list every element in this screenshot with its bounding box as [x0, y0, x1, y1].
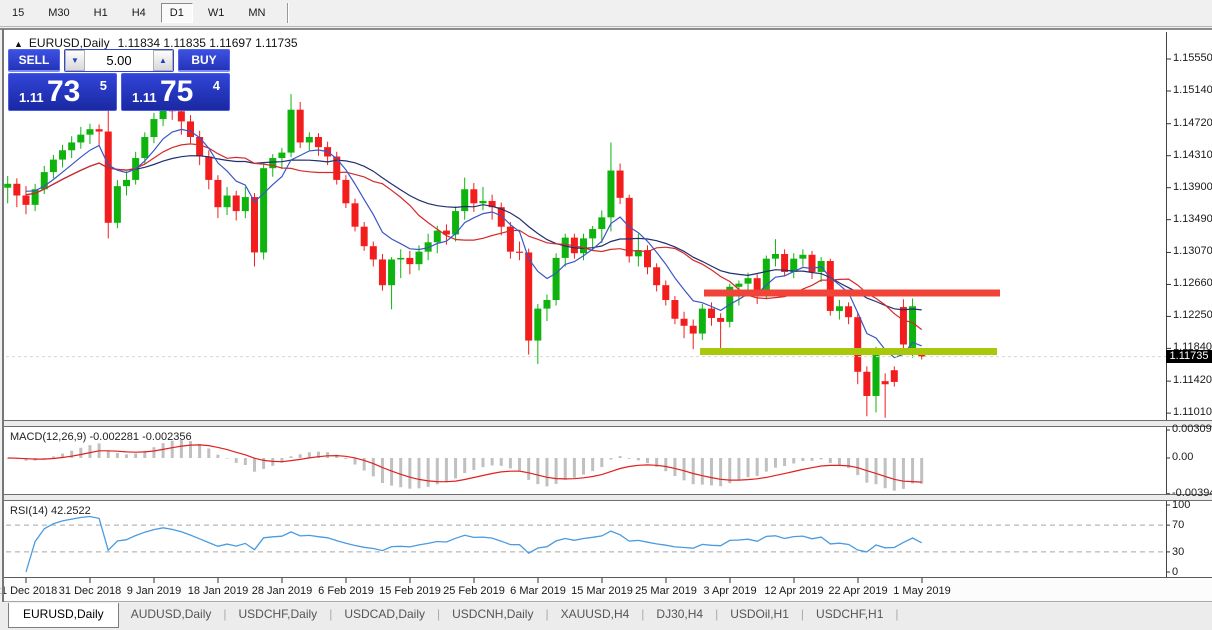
macd-axis-label: 0.003095 [1172, 422, 1212, 435]
price-axis-label: 1.13490 [1173, 212, 1212, 225]
timeframe-toolbar: 15 M30 H1 H4 D1 W1 MN [0, 0, 1212, 27]
date-axis-label: 3 Apr 2019 [703, 585, 757, 597]
timeframe-button-15[interactable]: 15 [12, 7, 25, 19]
price-axis-label: 1.14310 [1173, 148, 1212, 161]
price-axis-label: 1.12250 [1173, 309, 1212, 322]
volume-increase-icon[interactable]: ▲ [153, 50, 173, 71]
bid-price-panel[interactable]: 1.11 73 5 [8, 73, 117, 111]
symbol-tab-AUDUSD-Daily[interactable]: AUDUSD,Daily [130, 607, 212, 621]
date-axis-label: 15 Mar 2019 [571, 585, 633, 597]
ask-price-panel[interactable]: 1.11 75 4 [121, 73, 230, 111]
price-axis-label: 1.11010 [1173, 406, 1212, 419]
chart-bottom-border [4, 577, 1212, 578]
symbol-tab-bar: EURUSD,Daily AUDUSD,Daily | USDCHF,Daily | US… [0, 603, 1212, 630]
date-axis-label: 28 Jan 2019 [251, 585, 313, 597]
chart-title: ▲ EURUSD,Daily 1.11834 1.11835 1.11697 1.1… [14, 36, 298, 50]
volume-input[interactable]: 5.00 [106, 53, 132, 68]
symbol-tab-USDCHF-Daily[interactable]: USDCHF,Daily [238, 607, 318, 621]
timeframe-button-M30[interactable]: M30 [48, 7, 70, 19]
chart-collapse-icon[interactable]: ▲ [14, 39, 23, 49]
date-axis-label: 31 Dec 2018 [58, 585, 122, 597]
one-click-trading-panel: SELL ▼ 5.00 ▲ BUY 1.11 73 5 1.11 75 4 [8, 49, 230, 111]
timeframe-button-D1[interactable]: D1 [160, 3, 193, 23]
symbol-tab-USDOil-H1[interactable]: USDOil,H1 [730, 607, 789, 621]
rsi-axis-label: 30 [1172, 545, 1185, 558]
chart-symbol-label: EURUSD,Daily [28, 36, 110, 50]
date-axis [4, 578, 1212, 602]
chart-window-border [0, 28, 1212, 30]
tab-separator: | [545, 607, 549, 621]
ask-price-sup: 4 [212, 78, 220, 93]
symbol-tab-USDCNH-Daily[interactable]: USDCNH,Daily [452, 607, 534, 621]
sell-button[interactable]: SELL [8, 49, 60, 72]
date-axis-label: 22 Apr 2019 [828, 585, 888, 597]
date-axis-label: 18 Jan 2019 [187, 585, 249, 597]
macd-axis-label: 0.00 [1172, 451, 1194, 463]
rsi-axis-label: 70 [1172, 519, 1185, 532]
bid-price-sup: 5 [99, 78, 107, 93]
symbol-tab-DJ30-H4[interactable]: DJ30,H4 [656, 607, 704, 621]
price-axis-label: 1.13900 [1173, 180, 1212, 193]
current-price-tag: 1.11735 [1166, 350, 1212, 364]
date-axis-label: 25 Mar 2019 [635, 585, 697, 597]
tab-separator: | [329, 607, 333, 621]
price-axis-label: 1.12660 [1173, 277, 1212, 290]
tab-separator: | [437, 607, 441, 621]
tab-separator: | [895, 607, 899, 621]
price-axis-label: 1.14720 [1173, 116, 1212, 129]
tab-separator: | [641, 607, 645, 621]
tab-separator: | [223, 607, 227, 621]
ask-price-prefix: 1.11 [132, 90, 157, 105]
symbol-tab-XAUUSD-H4[interactable]: XAUUSD,H4 [560, 607, 630, 621]
volume-decrease-icon[interactable]: ▼ [65, 50, 85, 71]
price-axis-label: 1.15140 [1173, 83, 1212, 96]
volume-spinner: ▼ 5.00 ▲ [64, 49, 174, 72]
date-axis-label: 15 Feb 2019 [379, 585, 441, 597]
timeframe-button-H4[interactable]: H4 [131, 7, 146, 19]
symbol-tab-EURUSD-Daily[interactable]: EURUSD,Daily [8, 603, 119, 628]
date-axis-label: 6 Mar 2019 [510, 585, 566, 597]
tab-separator: | [715, 607, 719, 621]
bid-price-big: 73 [47, 75, 81, 108]
date-axis-label: 9 Jan 2019 [126, 585, 182, 597]
price-axis-label: 1.15550 [1173, 52, 1212, 64]
buy-button[interactable]: BUY [178, 49, 230, 72]
pane-separator[interactable] [4, 494, 1212, 501]
rsi-pane[interactable] [4, 501, 1212, 577]
ask-price-big: 75 [160, 75, 194, 108]
price-axis-label: 1.13070 [1173, 245, 1212, 258]
toolbar-separator [287, 3, 290, 23]
pane-separator[interactable] [4, 420, 1212, 427]
symbol-tab-USDCHF-H1[interactable]: USDCHF,H1 [816, 607, 884, 621]
macd-label: MACD(12,26,9) -0.002281 -0.002356 [10, 431, 192, 443]
macd-axis-label: -0.003947 [1172, 486, 1212, 499]
chart-ohlc-values: 1.11834 1.11835 1.11697 1.11735 [117, 36, 298, 50]
date-axis-label: 12 Apr 2019 [764, 585, 824, 597]
date-axis-label: 6 Feb 2019 [318, 585, 374, 597]
timeframe-button-W1[interactable]: W1 [207, 7, 225, 19]
rsi-axis-label: 0 [1172, 566, 1179, 578]
chart-window-border-left [2, 29, 4, 602]
rsi-axis-label: 100 [1172, 499, 1191, 511]
date-axis-label: 25 Feb 2019 [443, 585, 505, 597]
timeframe-button-H1[interactable]: H1 [93, 7, 108, 19]
tab-separator: | [800, 607, 805, 621]
price-axis-label: 1.11420 [1173, 374, 1212, 387]
timeframe-button-MN[interactable]: MN [248, 7, 266, 19]
rsi-label: RSI(14) 42.2522 [10, 505, 91, 517]
date-axis-label: 1 May 2019 [893, 585, 951, 597]
bid-price-prefix: 1.11 [19, 90, 44, 105]
symbol-tab-USDCAD-Daily[interactable]: USDCAD,Daily [344, 607, 425, 621]
date-axis-label: 21 Dec 2018 [0, 585, 58, 597]
